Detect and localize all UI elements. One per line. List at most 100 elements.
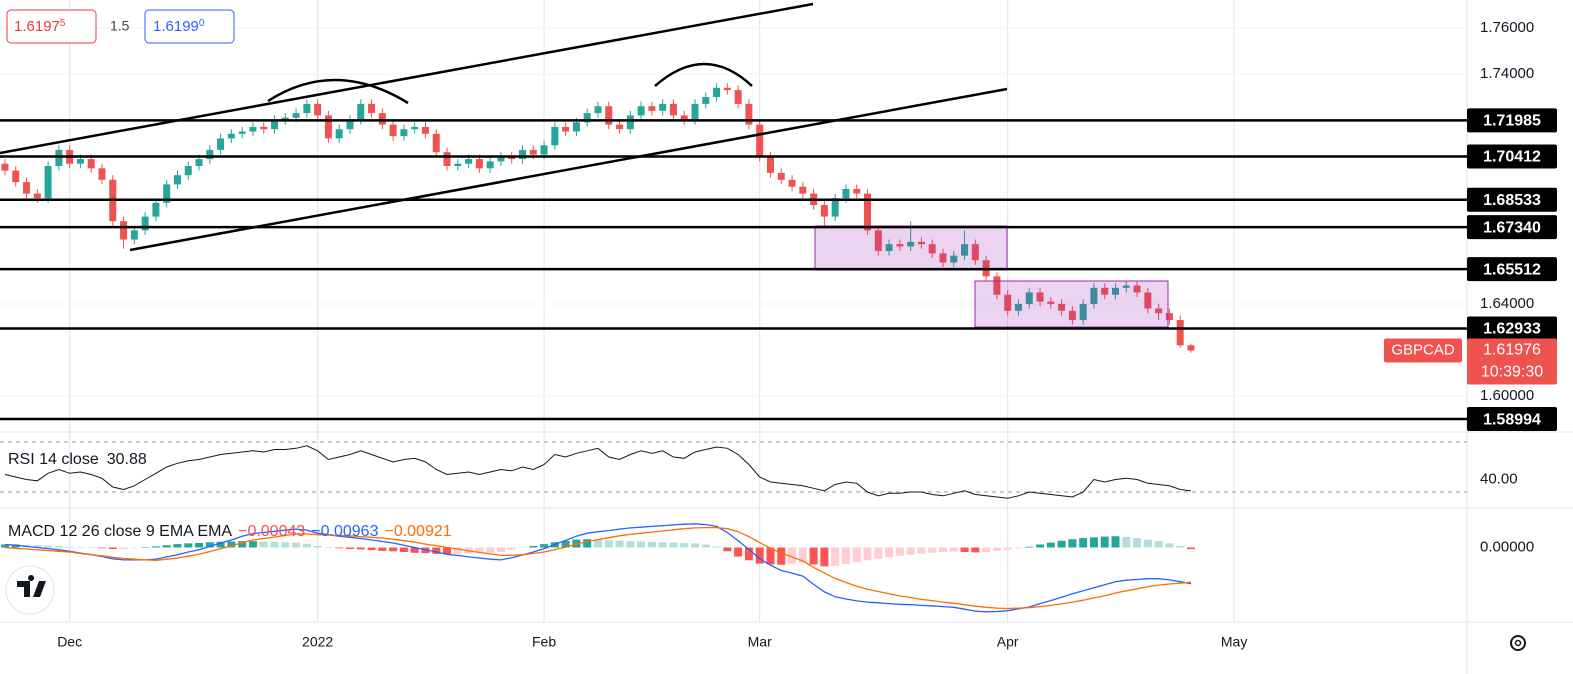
y-tick-label: 1.64000	[1480, 295, 1534, 312]
histogram-bar	[637, 541, 646, 548]
histogram-bar	[669, 542, 678, 548]
histogram-bar	[1100, 536, 1109, 548]
candle-body	[1187, 345, 1195, 351]
histogram-bar	[313, 546, 322, 548]
candle-body	[314, 103, 322, 116]
y-tick-label: 1.60000	[1480, 387, 1534, 404]
arc	[654, 62, 753, 87]
candle-body	[465, 159, 473, 164]
rsi-name: RSI 14 close	[8, 451, 99, 468]
histogram-bar	[788, 547, 797, 564]
candle-body	[529, 149, 537, 155]
macd-readout: −0.00963	[311, 523, 378, 540]
candle-body	[1036, 292, 1044, 302]
candle-body	[1144, 292, 1152, 309]
candle-body	[961, 244, 969, 256]
histogram-bar	[248, 541, 257, 548]
candle-body	[594, 106, 602, 114]
settings-hub	[1514, 639, 1522, 647]
level-label: 1.58994	[1483, 411, 1541, 428]
candle-body	[227, 133, 235, 139]
candle-body	[141, 216, 149, 231]
histogram-bar	[1068, 539, 1077, 548]
candle-body	[281, 117, 289, 121]
candle-body	[626, 115, 634, 130]
candle-body	[799, 186, 807, 194]
histogram-bar	[734, 547, 743, 557]
candle-body	[238, 131, 246, 134]
histogram-bar	[292, 542, 301, 548]
candle-body	[864, 193, 872, 231]
macd-name: MACD 12 26 close 9 EMA EMA	[8, 523, 232, 540]
levels: 1.71985 1.70412 1.68533 1.67340 1.65512 1.629…	[0, 108, 1557, 432]
histogram-bar	[561, 540, 570, 548]
candle-body	[1101, 287, 1109, 295]
level-label-box	[1467, 187, 1557, 212]
histogram-bar	[1186, 547, 1195, 550]
candle-body	[421, 126, 429, 134]
histogram-bar	[982, 547, 991, 553]
histogram-bar	[658, 542, 667, 548]
candle-body	[400, 129, 408, 137]
candle-body	[702, 97, 710, 104]
histogram-bar	[378, 547, 387, 551]
histogram-bar	[367, 547, 376, 551]
histogram-bar	[162, 545, 171, 548]
histogram-bar	[647, 541, 656, 548]
candle-body	[605, 106, 613, 125]
bid-box[interactable]	[6, 9, 97, 44]
candle-body	[303, 103, 311, 114]
settings-icon[interactable]	[1510, 635, 1526, 651]
rsi-line	[4, 445, 1192, 499]
histogram-bar	[281, 542, 290, 548]
histogram-bar	[874, 547, 883, 559]
histogram-bar	[529, 546, 538, 548]
level-label: 1.68533	[1483, 192, 1541, 209]
histogram-bar	[302, 543, 311, 548]
histogram-bar	[141, 547, 150, 549]
trend-line	[129, 87, 1008, 252]
candle-body	[820, 205, 828, 217]
candle-body	[637, 106, 645, 116]
histogram-bar	[119, 547, 128, 550]
histogram-bar	[87, 547, 96, 549]
histogram-bar	[712, 546, 721, 548]
candle-body	[120, 221, 128, 240]
histogram-bar	[798, 547, 807, 563]
histogram-bar	[691, 543, 700, 548]
candle-body	[993, 276, 1001, 295]
candle-body	[713, 87, 721, 98]
candle-body	[486, 161, 494, 169]
spread: 1.5	[110, 18, 130, 34]
x-tick-label: Mar	[748, 634, 772, 650]
level-label-box	[1467, 144, 1557, 169]
ask-main: 1.6199	[153, 18, 199, 35]
macd-title: MACD 12 26 close 9 EMA EMA −0.00043 −0.009…	[8, 523, 452, 540]
rsi-title: RSI 14 close 30.88	[8, 451, 147, 468]
candle-body	[1090, 287, 1098, 304]
histogram-bar	[1133, 538, 1142, 548]
candle-body	[346, 120, 354, 130]
ask-box[interactable]	[144, 9, 235, 44]
histogram-bar	[432, 547, 441, 554]
candle-body	[335, 129, 343, 139]
histogram-bar	[389, 547, 398, 552]
candle-body	[1079, 303, 1087, 321]
histogram-bar	[184, 543, 193, 548]
candle-body	[76, 159, 84, 164]
histogram-bar	[938, 547, 947, 553]
ask-pip: 0	[199, 18, 205, 29]
candle-body	[23, 182, 31, 194]
candle-body	[680, 115, 688, 121]
drawings	[0, 2, 1169, 328]
histogram-bar	[615, 540, 624, 548]
candle-body	[669, 103, 677, 116]
candle-body	[217, 138, 225, 150]
level-label-box	[1467, 215, 1557, 240]
candle-body	[389, 124, 397, 137]
arc	[267, 78, 409, 105]
histogram-bar	[33, 545, 42, 548]
candle-body	[33, 193, 41, 199]
settings[interactable]	[1510, 635, 1526, 651]
